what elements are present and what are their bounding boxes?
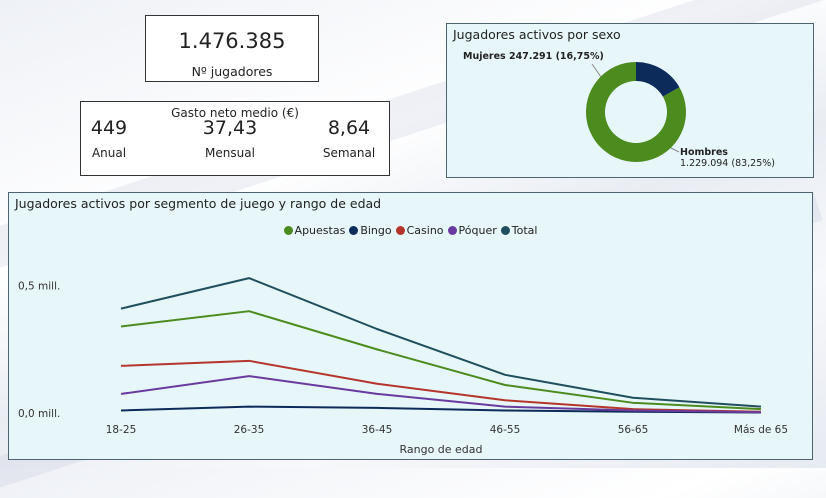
- donut-leader-mujeres: [591, 63, 602, 78]
- players-label: Nº jugadores: [191, 64, 273, 79]
- series-line-apuestas[interactable]: [120, 310, 762, 411]
- x-axis-label: Rango de edad: [399, 443, 482, 456]
- donut-label-hombres-value: 1.229.094 (83,25%): [680, 158, 776, 169]
- x-tick-label-3: 46-55: [490, 424, 521, 436]
- spend-weekly: 8,64 Semanal: [299, 117, 399, 160]
- legend-label-apuestas: Apuestas: [294, 224, 346, 237]
- legend-dot-casino: [395, 226, 405, 235]
- donut-title: Jugadores activos por sexo: [453, 27, 621, 42]
- x-tick-label-5: Más de 65: [734, 424, 788, 436]
- spend-weekly-label: Semanal: [322, 146, 376, 160]
- series-line-bingo[interactable]: [120, 405, 762, 414]
- donut-label-hombres-name: Hombres: [680, 147, 728, 158]
- series-line-casino[interactable]: [120, 359, 762, 413]
- legend-dot-total: [500, 226, 510, 235]
- x-tick-label-1: 26-35: [234, 424, 265, 436]
- players-count: 1.476.385: [178, 29, 286, 53]
- donut-label-hombres: Hombres 1.229.094 (83,25%): [680, 147, 775, 169]
- x-tick-label-0: 18-25: [106, 424, 137, 436]
- y-tick-label-0: 0,5 mill.: [18, 281, 60, 293]
- legend-item-póquer[interactable]: Póquer: [447, 224, 497, 237]
- x-tick-label-4: 56-65: [618, 424, 649, 436]
- legend-label-bingo: Bingo: [360, 224, 392, 237]
- line-chart: 0,5 mill. 0,0 mill. 18-25 26-35 36-45 46-55 56…: [18, 277, 788, 456]
- donut-leader-hombres: [670, 147, 680, 153]
- donut-label-mujeres: Mujeres 247.291 (16,75%): [463, 51, 604, 62]
- line-chart-title: Jugadores activos por segmento de juego …: [15, 196, 382, 211]
- legend-dot-póquer: [447, 226, 457, 235]
- legend-label-total: Total: [511, 224, 538, 237]
- sex-donut-panel[interactable]: Jugadores activos por sexo Mujeres 247.2…: [446, 23, 814, 178]
- line-chart-legend: Apuestas Bingo Casino Póquer Total: [9, 224, 812, 237]
- donut-slice-mujeres[interactable]: [636, 62, 680, 97]
- donut-slice-hombres[interactable]: [586, 62, 686, 162]
- series-line-póquer[interactable]: [120, 375, 762, 414]
- spend-monthly: 37,43 Mensual: [180, 117, 280, 160]
- x-tick-label-2: 36-45: [362, 424, 393, 436]
- legend-item-casino[interactable]: Casino: [395, 224, 444, 237]
- spend-annual-value: 449: [90, 117, 128, 139]
- y-tick-label-1: 0,0 mill.: [18, 408, 60, 420]
- spend-monthly-label: Mensual: [205, 146, 255, 160]
- spend-kpi-card: Gasto neto medio (€) 449 Anual 37,43 Men…: [80, 101, 390, 176]
- legend-item-total[interactable]: Total: [500, 224, 538, 237]
- players-kpi-card: 1.476.385 Nº jugadores: [145, 15, 319, 82]
- legend-dot-bingo: [349, 226, 359, 235]
- spend-annual: 449 Anual: [59, 117, 159, 160]
- legend-label-casino: Casino: [406, 224, 444, 237]
- legend-label-póquer: Póquer: [458, 224, 497, 237]
- legend-item-apuestas[interactable]: Apuestas: [283, 224, 346, 237]
- spend-annual-label: Anual: [91, 146, 127, 160]
- donut-chart: [586, 62, 686, 162]
- legend-item-bingo[interactable]: Bingo: [349, 224, 392, 237]
- spend-title: Gasto neto medio (€): [171, 106, 299, 120]
- legend-dot-apuestas: [283, 226, 293, 235]
- spend-weekly-value: 8,64: [327, 117, 371, 139]
- spend-monthly-value: 37,43: [202, 117, 258, 139]
- segment-line-chart-panel[interactable]: Jugadores activos por segmento de juego …: [8, 192, 813, 460]
- series-line-total[interactable]: [120, 277, 762, 408]
